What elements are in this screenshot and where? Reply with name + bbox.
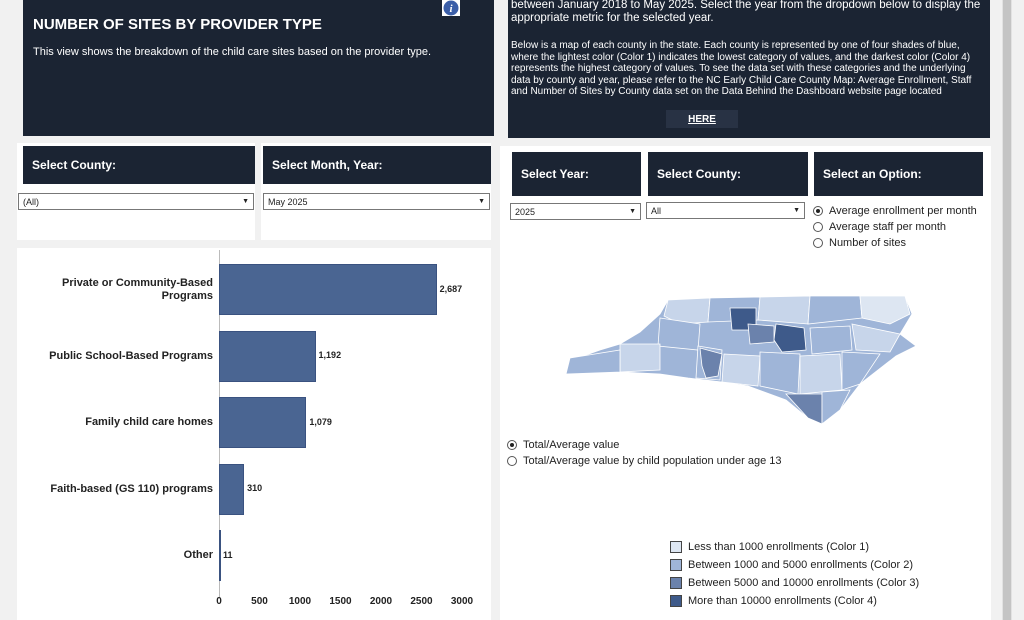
year-dropdown[interactable]: 2025 ▼	[510, 203, 641, 220]
legend-swatch	[670, 559, 682, 571]
right-county-dropdown[interactable]: All ▼	[646, 202, 805, 219]
option-label: Average enrollment per month	[829, 205, 977, 217]
info-icon[interactable]: i	[442, 0, 460, 16]
value-mode-radio-group: Total/Average value Total/Average value …	[507, 437, 781, 469]
x-tick-label: 0	[216, 596, 222, 607]
chevron-down-icon: ▼	[629, 208, 636, 215]
legend-label: More than 10000 enrollments (Color 4)	[688, 595, 877, 607]
radio-selected-icon	[813, 206, 823, 216]
legend-label: Between 1000 and 5000 enrollments (Color…	[688, 559, 914, 571]
scrollbar-track[interactable]	[1002, 0, 1012, 620]
here-link-label: HERE	[688, 113, 716, 125]
legend-item: Less than 1000 enrollments (Color 1)	[670, 538, 919, 556]
option-label: Number of sites	[829, 237, 907, 249]
nc-map-svg	[565, 295, 917, 425]
option-radio-sites[interactable]: Number of sites	[813, 235, 977, 251]
left-county-dropdown[interactable]: (All) ▼	[18, 193, 254, 210]
left-county-filter-header: Select County:	[23, 146, 255, 184]
legend-label: Between 5000 and 10000 enrollments (Colo…	[688, 577, 920, 589]
x-tick-label: 2500	[410, 596, 433, 607]
category-label: Other	[183, 549, 213, 561]
bar-value-label: 310	[247, 483, 263, 493]
legend-item: Between 5000 and 10000 enrollments (Colo…	[670, 574, 919, 592]
legend-swatch	[670, 541, 682, 553]
bar-value-label: 11	[223, 549, 233, 560]
right-header-panel: between January 2018 to May 2025. Select…	[508, 0, 990, 138]
legend-label: Less than 1000 enrollments (Color 1)	[688, 541, 869, 553]
category-label: Family child care homes	[85, 416, 213, 428]
option-filter-header: Select an Option:	[814, 152, 983, 196]
bar[interactable]	[219, 264, 437, 315]
year-dropdown-value: 2025	[515, 206, 536, 217]
month-dropdown-value: May 2025	[268, 196, 308, 207]
radio-unselected-icon	[813, 238, 823, 248]
legend-item: Between 1000 and 5000 enrollments (Color…	[670, 556, 919, 574]
chevron-down-icon: ▼	[793, 207, 800, 214]
bar[interactable]	[219, 330, 316, 382]
x-tick-label: 3000	[450, 596, 474, 607]
category-label: Public School-Based Programs	[49, 349, 213, 362]
page-title: NUMBER OF SITES BY PROVIDER TYPE	[33, 16, 322, 33]
chevron-down-icon: ▼	[242, 198, 249, 205]
bar[interactable]	[219, 397, 307, 448]
chevron-down-icon: ▼	[478, 198, 485, 205]
value-mode-label: Total/Average value by child population …	[523, 455, 782, 467]
header-text-top: between January 2018 to May 2025. Select…	[511, 0, 981, 24]
x-tick-label: 500	[251, 596, 268, 607]
radio-unselected-icon	[813, 222, 823, 232]
x-tick-label: 1000	[288, 596, 312, 607]
svg-text:i: i	[449, 3, 453, 15]
x-tick-label: 1500	[329, 596, 352, 607]
nc-county-map[interactable]	[560, 294, 920, 430]
bar-value-label: 1,192	[318, 350, 342, 360]
scrollbar-thumb[interactable]	[1003, 0, 1011, 620]
legend-swatch	[670, 595, 682, 607]
bar[interactable]	[219, 530, 221, 581]
month-filter-header: Select Month, Year:	[263, 146, 491, 184]
header-text-body: Below is a map of each county in the sta…	[511, 40, 972, 98]
bar[interactable]	[219, 463, 245, 515]
year-filter-header: Select Year:	[512, 152, 641, 196]
radio-selected-icon	[507, 440, 517, 450]
option-radio-group: Average enrollment per month Average sta…	[813, 203, 977, 251]
value-mode-per-child[interactable]: Total/Average value by child population …	[507, 453, 781, 469]
here-link[interactable]: HERE	[666, 110, 738, 128]
bar-value-label: 1,079	[309, 416, 332, 427]
option-radio-staff[interactable]: Average staff per month	[813, 219, 977, 235]
left-header-panel: NUMBER OF SITES BY PROVIDER TYPE This vi…	[23, 0, 494, 136]
radio-unselected-icon	[507, 456, 517, 466]
bar-value-label: 2,687	[439, 283, 463, 294]
month-dropdown[interactable]: May 2025 ▼	[263, 193, 490, 210]
right-county-dropdown-value: All	[651, 205, 662, 216]
page-description: This view shows the breakdown of the chi…	[33, 46, 432, 58]
option-label: Average staff per month	[829, 221, 946, 233]
value-mode-total[interactable]: Total/Average value	[507, 437, 781, 453]
category-label: Private or Community-Based Programs	[62, 276, 213, 302]
option-radio-enrollment[interactable]: Average enrollment per month	[813, 203, 977, 219]
bar-chart-card: 2,687 Private or Community-Based Programs 1…	[17, 248, 491, 620]
left-county-dropdown-value: (All)	[23, 196, 39, 207]
right-county-filter-header: Select County:	[648, 152, 808, 196]
category-label: Faith-based (GS 110) programs	[50, 482, 213, 495]
legend-item: More than 10000 enrollments (Color 4)	[670, 592, 919, 610]
map-legend: Less than 1000 enrollments (Color 1) Bet…	[670, 538, 919, 610]
legend-swatch	[670, 577, 682, 589]
x-tick-label: 2000	[369, 596, 393, 607]
value-mode-label: Total/Average value	[523, 439, 620, 451]
